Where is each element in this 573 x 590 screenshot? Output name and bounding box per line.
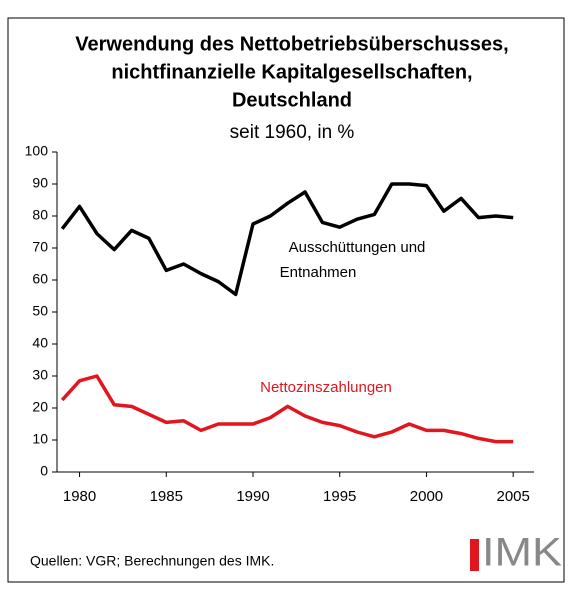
logo-bar [470,539,479,571]
chart-subtitle: seit 1960, in % [230,122,355,143]
y-tick-label: 70 [32,239,48,255]
series-line [60,374,514,444]
x-tick-label: 1985 [150,488,183,505]
series-label: Entnahmen [280,264,357,281]
logo: IMK [482,531,562,575]
y-tick-label: 100 [25,143,49,159]
x-tick-label: 1990 [236,488,269,505]
chart-title: Deutschland [232,89,352,111]
series-label: Ausschüttungen und [289,239,426,256]
source: Quellen: VGR; Berechnungen des IMK. [30,553,274,569]
x-tick-label: 2000 [410,488,443,505]
y-tick-label: 20 [32,399,48,415]
y-tick-label: 10 [32,431,48,447]
series-label: Nettozinszahlungen [260,379,392,396]
y-tick-label: 90 [32,175,48,191]
x-tick-label: 1980 [63,488,96,505]
frame [7,17,565,583]
chart-title: Verwendung des Nettobetriebsüberschusses… [75,33,508,55]
y-tick-label: 80 [32,207,48,223]
y-tick-label: 30 [32,367,48,383]
series-line [60,182,514,297]
y-tick-label: 0 [40,463,48,479]
x-tick-label: 1995 [323,488,356,505]
y-tick-label: 60 [32,271,48,287]
y-tick-label: 40 [32,335,48,351]
x-tick-label: 2005 [496,488,529,505]
chart-title: nichtfinanzielle Kapitalgesellschaften, [111,61,472,83]
y-tick-label: 50 [32,303,48,319]
